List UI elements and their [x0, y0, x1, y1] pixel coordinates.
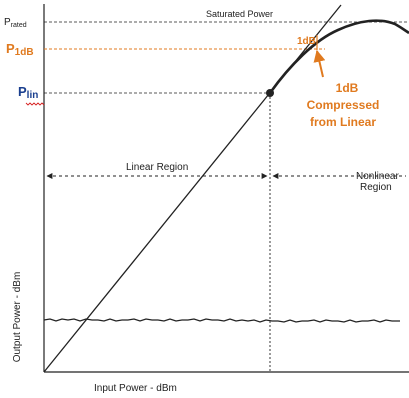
noise-floor-line — [43, 318, 400, 323]
p-rated-label: Prated — [4, 17, 27, 29]
saturated-power-label: Saturated Power — [206, 9, 273, 19]
x-axis-label: Input Power - dBm — [94, 383, 177, 394]
nonlinear-label-line1: Nonlinear — [356, 171, 399, 182]
compression-label-line3: from Linear — [310, 115, 376, 129]
p-lin-label: Plin — [18, 84, 38, 101]
linear-region-label: Linear Region — [126, 162, 188, 173]
compression-curve — [268, 19, 409, 94]
compression-label-line2: Compressed — [307, 98, 380, 112]
one-db-marker-label: 1dB — [297, 36, 316, 47]
p-1db-label: P1dB — [6, 41, 34, 58]
compression-label-line1: 1dB — [336, 81, 359, 95]
p-lin-point — [266, 89, 274, 97]
spellcheck-squiggle — [25, 102, 45, 106]
y-axis-label: Output Power - dBm — [12, 272, 23, 363]
compression-arrow — [313, 49, 326, 78]
nonlinear-label-line2: Region — [360, 182, 392, 193]
